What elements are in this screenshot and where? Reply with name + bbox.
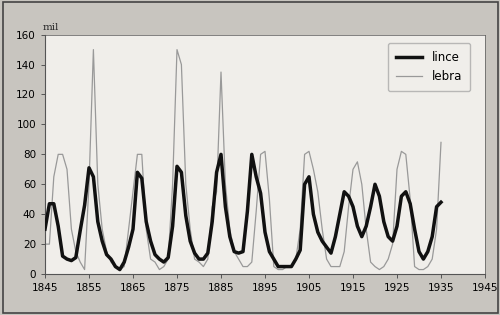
Legend: lince, lebra: lince, lebra — [388, 43, 470, 91]
Text: mil: mil — [43, 23, 59, 32]
